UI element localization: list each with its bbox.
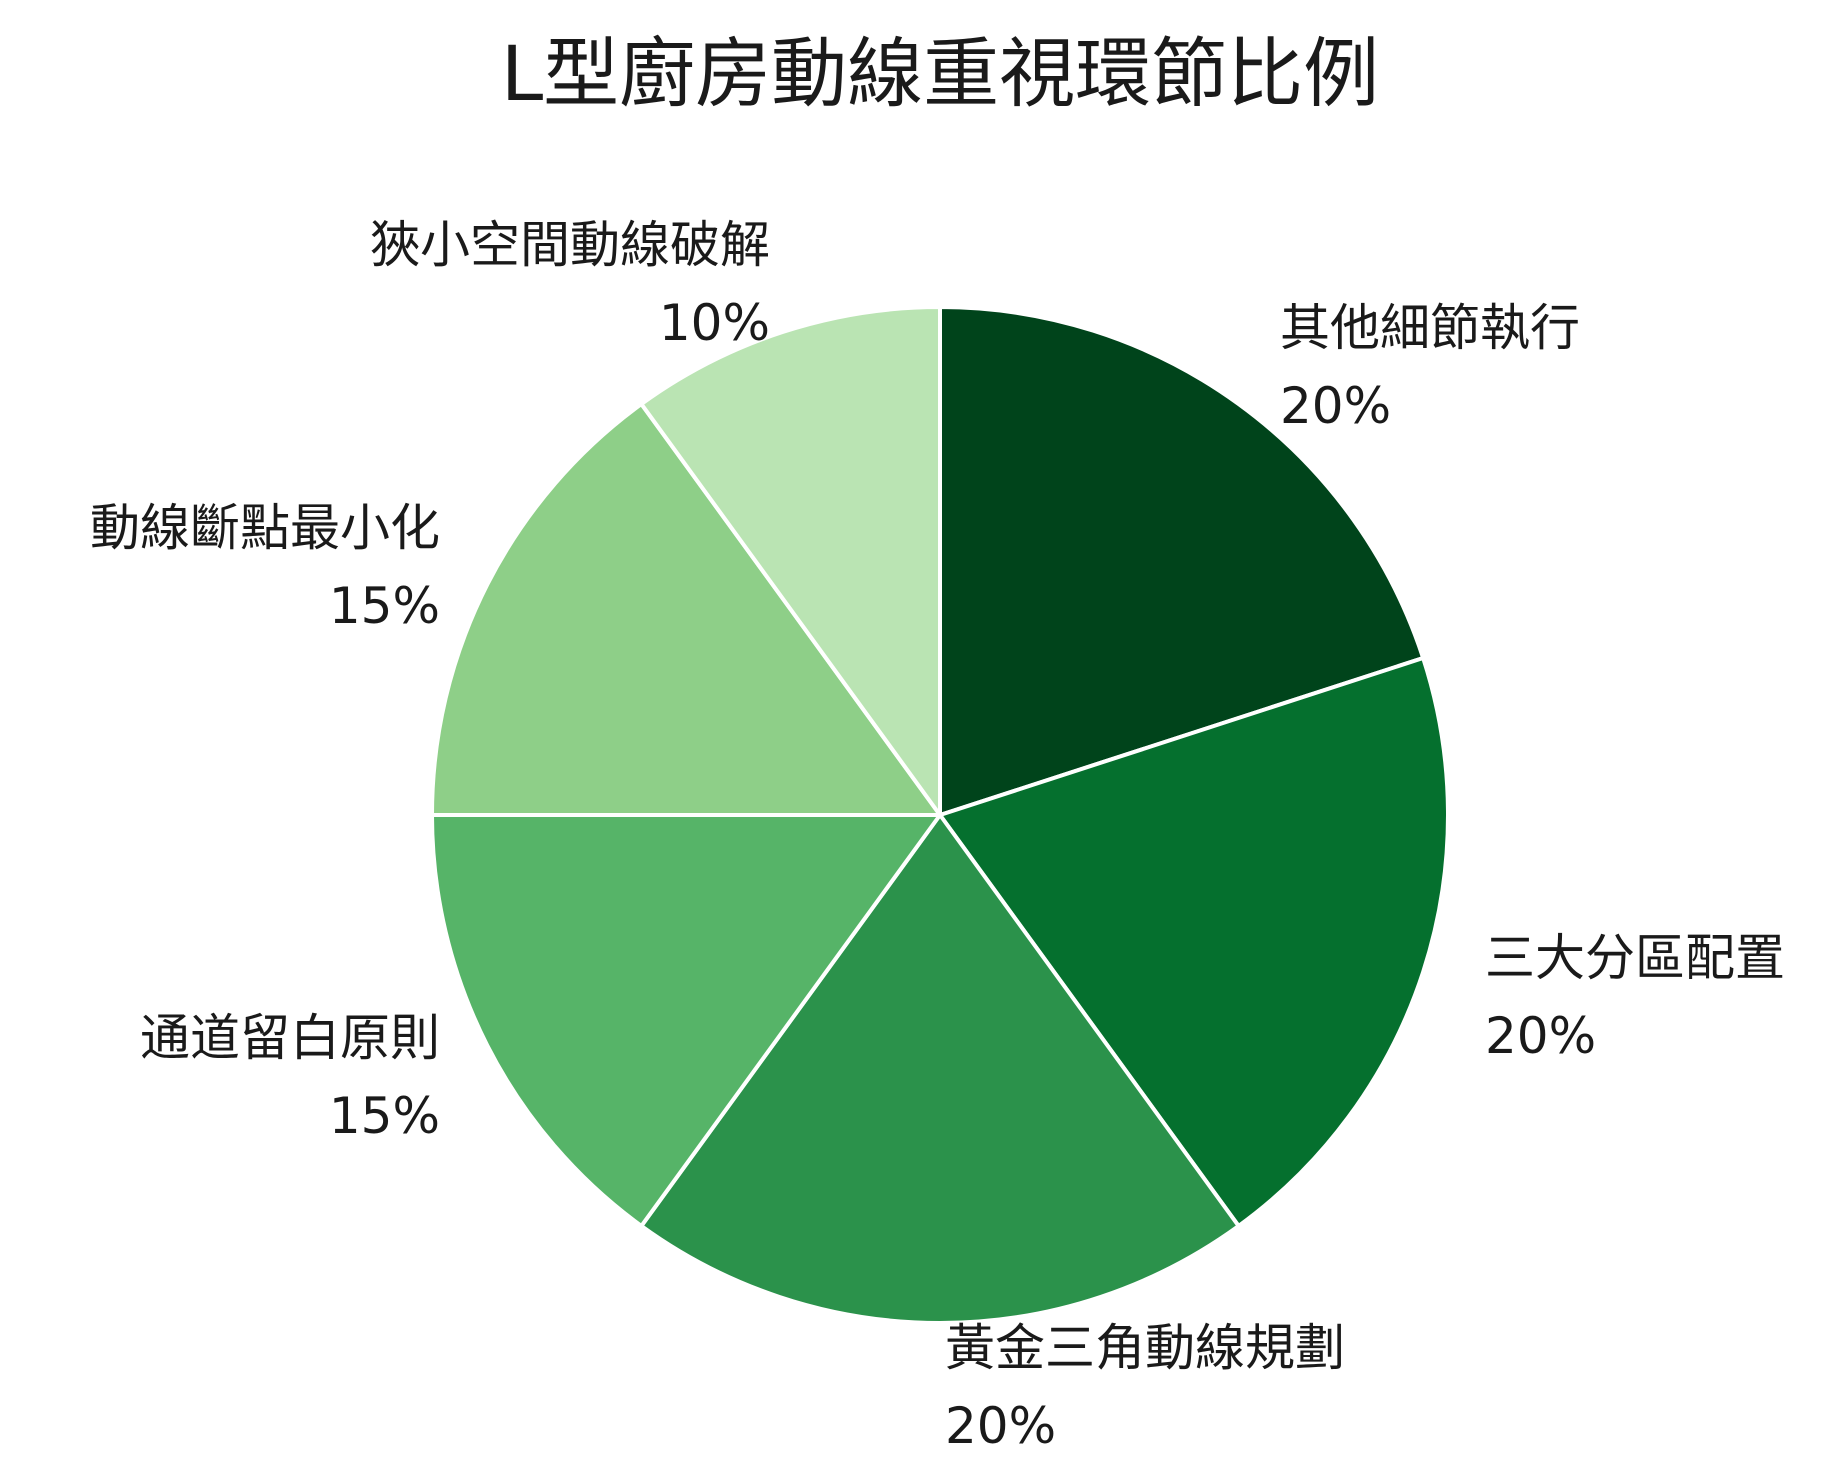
slice-value-label: 20% [1485, 1007, 1596, 1065]
pie-slices [430, 305, 1450, 1325]
slice-label: 其他細節執行 [1280, 299, 1580, 357]
slice-value-label: 10% [659, 294, 770, 352]
pie-labels: 其他細節執行 20% 三大分區配置 20% 黃金三角動線規劃 20% 通道留白原則 15% 動線… [90, 216, 1785, 1455]
slice-label: 動線斷點最小化 [90, 499, 440, 557]
slice-value-label: 15% [329, 577, 440, 635]
pie-slice [430, 813, 942, 1228]
slice-label: 狹小空間動線破解 [370, 216, 770, 274]
pie-slice [430, 402, 942, 817]
slice-label: 黃金三角動線規劃 [945, 1319, 1345, 1377]
slice-value-label: 20% [945, 1397, 1056, 1455]
chart-title: L型廚房動線重視環節比例 [501, 29, 1379, 118]
pie-slice [639, 305, 942, 817]
pie-slice [938, 656, 1450, 1228]
slice-label: 三大分區配置 [1485, 929, 1785, 987]
slice-value-label: 20% [1280, 377, 1391, 435]
slice-label: 通道留白原則 [140, 1009, 440, 1067]
pie-slice [639, 813, 1241, 1325]
slice-value-label: 15% [329, 1087, 440, 1145]
pie-slice [938, 305, 1426, 817]
